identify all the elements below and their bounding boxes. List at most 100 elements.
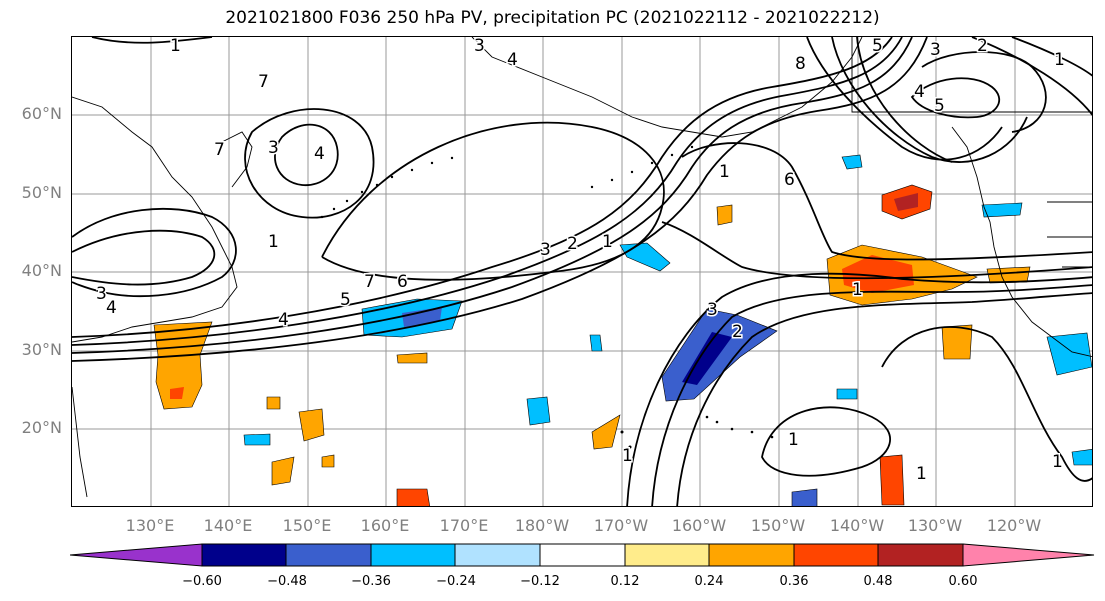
contour-label: 1 [268, 232, 279, 252]
contour-label: 2 [977, 37, 988, 56]
contour-label: 2 [732, 322, 743, 342]
contour-label: 5 [934, 96, 945, 116]
colorbar-segment [454, 543, 541, 567]
colorbar-tick-label: 0.48 [863, 574, 893, 589]
precip-negative-small-1 [526, 396, 551, 426]
contour-label: 5 [340, 290, 351, 310]
map-panel: 1 3 4 7 8 5 3 2 1 4 5 7 1 4 3 6 1 3 2 1 … [71, 36, 1093, 507]
colorbar-segment [70, 543, 203, 567]
lon-label-130w: 130°W [907, 516, 963, 535]
lon-label-140e: 140°E [203, 516, 253, 535]
contour-label: 3 [930, 40, 941, 60]
colorbar-segment [285, 543, 372, 567]
precip-negative-small-5 [1046, 332, 1092, 376]
precip-positive-small-2 [396, 352, 428, 364]
colorbar-tick-label: 0.60 [948, 574, 978, 589]
contour-label: 1 [1052, 452, 1063, 472]
precip-negative-small-4 [841, 154, 863, 170]
precip-positive-small-8 [879, 454, 905, 506]
colorbar-segment [370, 543, 456, 567]
contour-label: 4 [914, 82, 925, 102]
contour-label: 1 [622, 446, 633, 466]
lon-label-160e: 160°E [360, 516, 410, 535]
lon-label-150e: 150°E [282, 516, 332, 535]
colorbar-segment [877, 543, 964, 567]
lon-label-140w: 140°W [829, 516, 885, 535]
precip-negative-north-pacific [619, 242, 671, 272]
precip-negative-small-6 [981, 202, 1023, 218]
contour-label: 8 [795, 54, 806, 74]
contour-label: 3 [707, 300, 718, 320]
precip-negative-small-9 [1071, 448, 1092, 466]
colorbar-segment [201, 543, 287, 567]
contour-label-group: 1 3 4 7 8 5 3 2 1 4 5 7 1 4 3 6 1 3 2 1 … [95, 37, 1067, 486]
contour-label: 7 [364, 272, 375, 292]
contour-label: 6 [784, 170, 795, 190]
colorbar-tick-label: −0.36 [351, 574, 391, 589]
precip-positive-small-5 [591, 414, 621, 450]
contour-label: 1 [788, 430, 799, 450]
precip-positive-small-4 [266, 396, 281, 410]
lon-label-150w: 150°W [750, 516, 806, 535]
contour-label: 2 [567, 234, 578, 254]
colorbar [70, 543, 1095, 567]
precip-negative-subtropical-band [661, 308, 778, 402]
colorbar-segment [708, 543, 795, 567]
precip-negative-small-3 [589, 334, 603, 352]
contour-label: 6 [397, 272, 408, 292]
lat-label-50n: 50°N [21, 183, 62, 202]
graticule [72, 37, 1092, 506]
contour-label: 1 [719, 162, 730, 182]
contour-label: 3 [96, 284, 107, 304]
contour-label: 7 [214, 140, 225, 160]
colorbar-tick-label: −0.24 [436, 574, 476, 589]
lon-label-120w: 120°W [986, 516, 1042, 535]
lon-label-130e: 130°E [125, 516, 175, 535]
precip-negative-subtropical-core [682, 332, 732, 385]
contour-label: 1 [602, 232, 613, 252]
colorbar-tick-label: −0.60 [182, 574, 222, 589]
colorbar-segment [793, 543, 879, 567]
precip-positive-small-10 [271, 456, 295, 486]
precip-positive-gulf-alaska-core [894, 193, 918, 211]
precip-positive-small-6 [941, 324, 973, 360]
contour-label: 7 [258, 72, 269, 92]
pv-contours [72, 37, 1092, 506]
lon-label-160w: 160°W [671, 516, 727, 535]
contour-label: 4 [278, 310, 289, 330]
precip-positive-small-3 [298, 408, 325, 442]
lat-label-60n: 60°N [21, 104, 62, 123]
precip-negative-small-8 [836, 388, 858, 400]
precip-negative-small-7 [791, 488, 818, 506]
lat-label-40n: 40°N [21, 261, 62, 280]
precip-positive-japan [153, 321, 213, 410]
contour-label: 5 [872, 37, 883, 56]
map-title: 2021021800 F036 250 hPa PV, precipitatio… [225, 8, 880, 28]
contour-label: 1 [1054, 50, 1065, 70]
map-svg: 1 3 4 7 8 5 3 2 1 4 5 7 1 4 3 6 1 3 2 1 … [72, 37, 1092, 506]
contour-label: 3 [474, 37, 485, 56]
island-dots [320, 145, 774, 449]
colorbar-tick-label: 0.36 [779, 574, 809, 589]
colorbar-tick-label: −0.12 [520, 574, 560, 589]
colorbar-tick-label: 0.12 [610, 574, 640, 589]
contour-label: 1 [916, 464, 927, 484]
contour-label: 3 [268, 138, 279, 158]
colorbar-segment [962, 543, 1095, 567]
precip-positive-small-1 [716, 204, 733, 226]
contour-label: 4 [314, 144, 325, 164]
precip-positive-small-11 [321, 454, 335, 468]
lat-label-20n: 20°N [21, 418, 62, 437]
contour-label: 1 [170, 37, 181, 56]
colorbar-segment [624, 543, 710, 567]
precip-positive-japan-core [170, 387, 184, 399]
precip-positive-ne-pacific-core [842, 255, 914, 293]
precip-shading [153, 154, 1092, 506]
contour-label: 4 [106, 298, 117, 318]
colorbar-tick-label: −0.48 [267, 574, 307, 589]
precip-negative-small-2 [243, 433, 271, 446]
contour-label: 4 [507, 50, 518, 70]
contour-label: 1 [852, 280, 863, 300]
lon-label-180w: 180°W [514, 516, 570, 535]
colorbar-segment [539, 543, 626, 567]
